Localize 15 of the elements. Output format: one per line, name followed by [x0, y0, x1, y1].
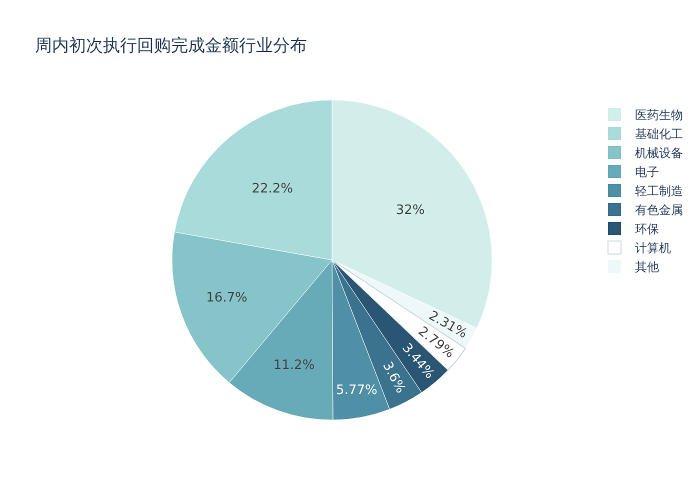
data-label: 5.77%	[336, 382, 378, 398]
data-label: 16.7%	[206, 290, 248, 306]
legend-label: 医药生物	[635, 108, 683, 122]
legend-label: 计算机	[635, 241, 671, 255]
chart-title: 周内初次执行回购完成金额行业分布	[35, 36, 307, 56]
legend-label: 其他	[635, 260, 659, 274]
data-label: 22.2%	[252, 181, 294, 196]
legend-label: 机械设备	[635, 146, 683, 160]
legend-label: 电子	[635, 165, 659, 179]
legend-label: 环保	[635, 222, 659, 236]
legend-label: 有色金属	[635, 203, 683, 217]
data-label: 32%	[396, 202, 425, 218]
legend-label: 轻工制造	[635, 184, 683, 198]
data-label: 11.2%	[273, 358, 315, 373]
legend-label: 基础化工	[635, 127, 683, 141]
